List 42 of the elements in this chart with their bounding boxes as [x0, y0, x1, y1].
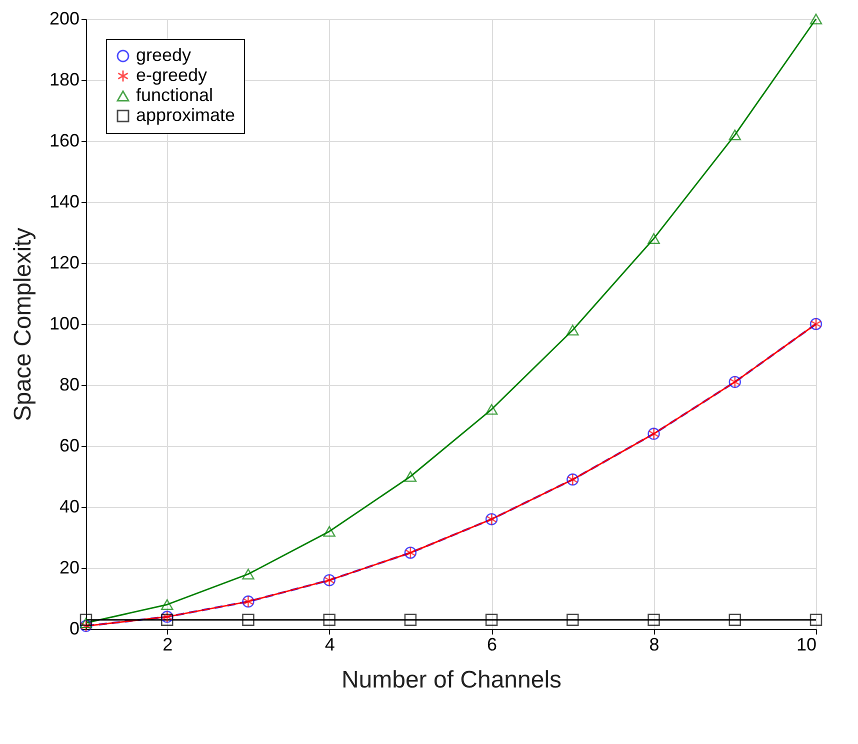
x-tick-label: 8 [649, 634, 660, 654]
y-tick-label: 60 [59, 436, 80, 456]
y-axis-title: Space Complexity [9, 228, 36, 422]
point [160, 599, 174, 610]
y-tick-label: 200 [49, 8, 80, 28]
point [323, 526, 336, 537]
point [242, 614, 254, 626]
point [323, 614, 336, 626]
point [648, 614, 660, 626]
point [728, 614, 742, 626]
x-tick-label: 4 [324, 634, 335, 654]
x-tick-label: 2 [162, 634, 173, 654]
y-tick-label: 140 [49, 192, 80, 212]
y-tick-label: 100 [49, 314, 80, 334]
point [404, 614, 417, 626]
x-tick-label: 10 [796, 634, 816, 654]
point [566, 324, 579, 336]
point [810, 14, 822, 24]
point [160, 614, 174, 626]
point [404, 471, 417, 482]
point [566, 614, 579, 626]
point [485, 404, 498, 415]
y-tick-label: 20 [59, 558, 80, 578]
y-tick-label: 80 [59, 374, 80, 394]
y-tick-label: 40 [59, 496, 80, 516]
x-tick-label: 6 [487, 634, 498, 654]
y-tick-label: 0 [69, 618, 80, 638]
point [728, 130, 742, 140]
y-tick-label: 120 [49, 252, 80, 272]
point [648, 233, 660, 244]
legend-label: e-greedy [136, 65, 208, 85]
point [810, 614, 822, 626]
legend-label: approximate [136, 105, 236, 125]
x-axis-title: Number of Channels [341, 666, 562, 694]
point [80, 618, 92, 628]
legend-label: functional [136, 85, 214, 105]
legend-label: greedy [136, 45, 192, 65]
point [485, 614, 498, 626]
point [80, 614, 92, 626]
point [242, 568, 254, 580]
y-tick-label: 160 [49, 130, 80, 150]
y-tick-label: 180 [49, 70, 80, 90]
